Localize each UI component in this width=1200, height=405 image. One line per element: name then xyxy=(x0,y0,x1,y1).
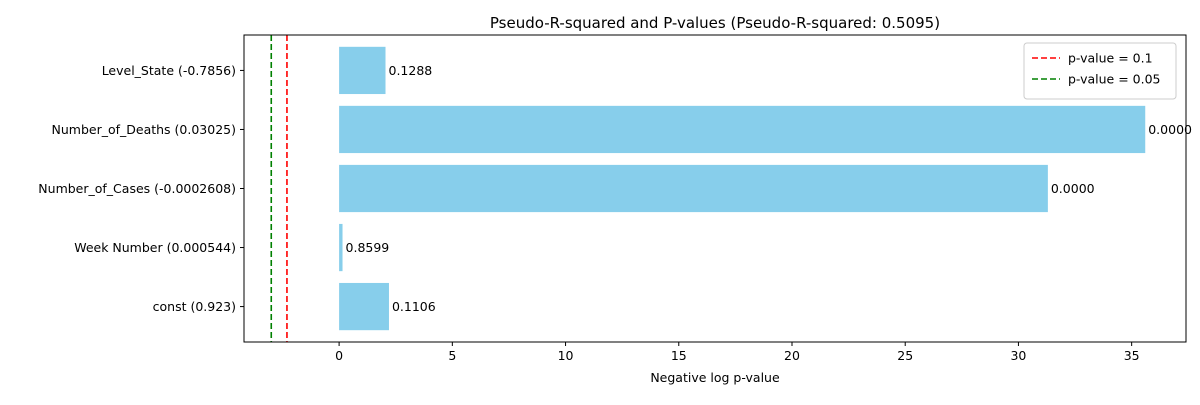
bar-value-label: 0.0000 xyxy=(1051,181,1095,196)
bar-value-label: 0.1106 xyxy=(392,299,436,314)
bar xyxy=(339,223,343,272)
bar-value-label: 0.8599 xyxy=(346,240,390,255)
x-axis-title: Negative log p-value xyxy=(650,370,780,385)
legend-label: p-value = 0.1 xyxy=(1068,51,1153,66)
plot-frame xyxy=(243,34,1187,343)
y-tick-label: Level_State (-0.7856) xyxy=(102,63,236,78)
legend-box xyxy=(1023,42,1177,100)
y-tick-label: Number_of_Cases (-0.0002608) xyxy=(38,181,236,196)
bar xyxy=(339,164,1048,213)
y-tick-label: const (0.923) xyxy=(153,299,236,314)
x-tick-label: 5 xyxy=(448,348,456,363)
x-tick-label: 15 xyxy=(671,348,687,363)
x-tick-label: 20 xyxy=(784,348,800,363)
bar xyxy=(339,105,1146,154)
bar xyxy=(339,282,389,331)
legend: p-value = 0.1 p-value = 0.05 xyxy=(1023,42,1177,100)
bar-value-label: 0.0000 xyxy=(1148,122,1192,137)
y-tick-label: Week Number (0.000544) xyxy=(74,240,236,255)
x-tick-label: 10 xyxy=(558,348,574,363)
bar-value-label: 0.1288 xyxy=(389,63,433,78)
legend-label: p-value = 0.05 xyxy=(1068,72,1161,87)
y-tick-label: Number_of_Deaths (0.03025) xyxy=(52,122,237,137)
x-tick-label: 30 xyxy=(1010,348,1026,363)
bar xyxy=(339,46,386,95)
plot-area: 0.1288 Level_State (-0.7856) 0.0000 Number_… xyxy=(38,34,1192,363)
chart-title: Pseudo-R-squared and P-values (Pseudo-R-… xyxy=(490,14,940,32)
x-tick-label: 25 xyxy=(897,348,913,363)
x-tick-label: 0 xyxy=(335,348,343,363)
x-tick-label: 35 xyxy=(1124,348,1140,363)
